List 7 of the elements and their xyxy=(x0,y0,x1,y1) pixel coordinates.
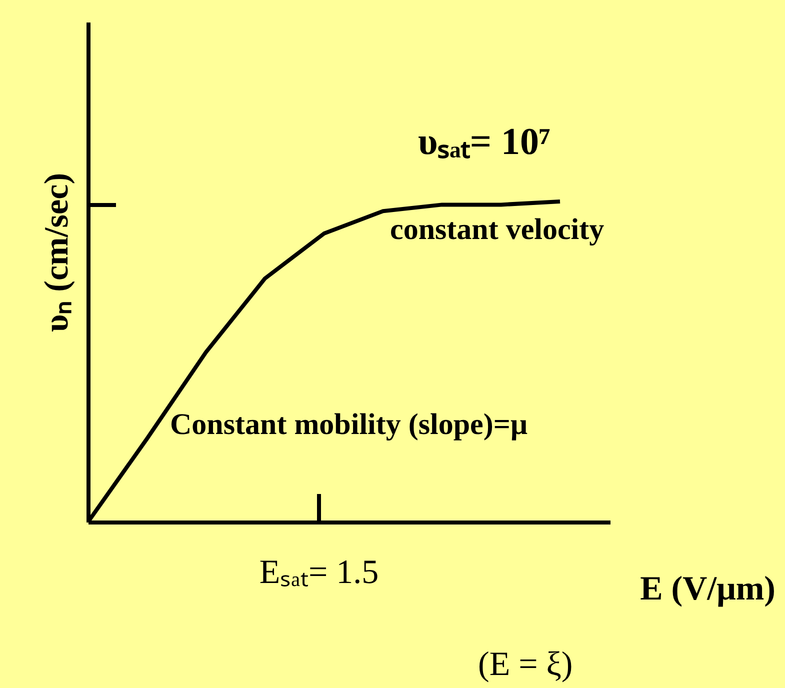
x-axis-title: E (V/μm) xyxy=(640,570,776,608)
text: Eₛₐₜ= 1.5 xyxy=(259,554,379,591)
y-axis-title: υₙ (cm/sec) xyxy=(38,172,76,332)
text: υₛₐₜ= 10⁷ xyxy=(418,121,550,163)
annotation: constant velocity xyxy=(390,213,604,246)
text: (E = ξ) xyxy=(478,646,573,683)
annotation: Constant mobility (slope)=μ xyxy=(170,408,528,441)
